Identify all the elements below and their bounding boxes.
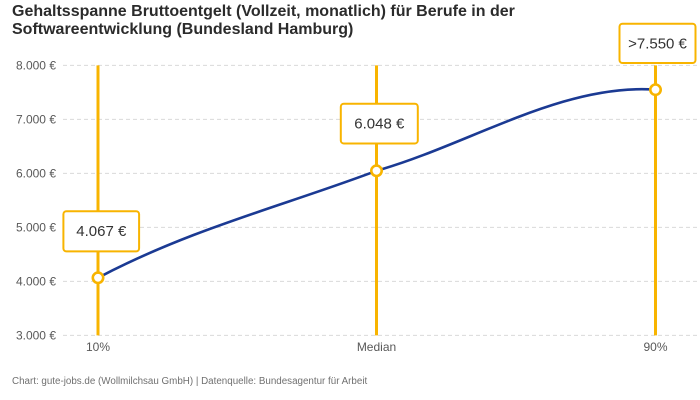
svg-text:8.000 €: 8.000 €	[16, 59, 56, 73]
svg-text:6.048 €: 6.048 €	[354, 116, 405, 133]
svg-text:90%: 90%	[643, 340, 667, 354]
svg-text:4.067 €: 4.067 €	[76, 223, 127, 240]
svg-text:4.000 €: 4.000 €	[16, 275, 56, 289]
svg-text:6.000 €: 6.000 €	[16, 167, 56, 181]
svg-text:>7.550 €: >7.550 €	[628, 36, 687, 53]
svg-text:7.000 €: 7.000 €	[16, 113, 56, 127]
svg-text:10%: 10%	[86, 340, 110, 354]
svg-text:5.000 €: 5.000 €	[16, 221, 56, 235]
svg-text:Median: Median	[357, 340, 396, 354]
svg-text:3.000 €: 3.000 €	[16, 329, 56, 343]
